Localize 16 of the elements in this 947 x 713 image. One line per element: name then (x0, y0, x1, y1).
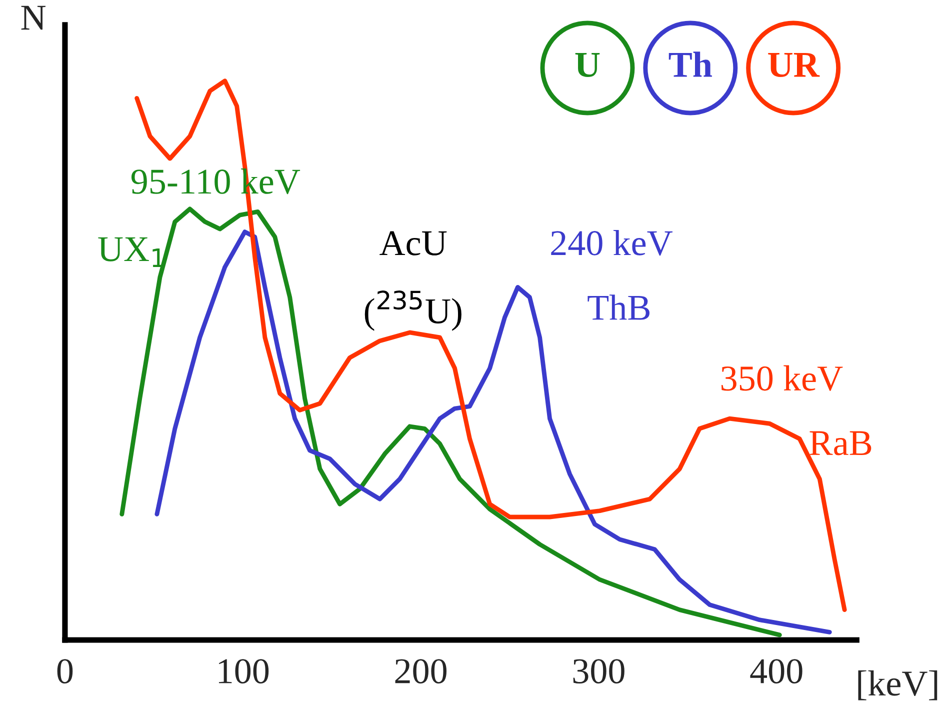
x-tick-label: 300 (573, 659, 624, 684)
annotation: RaB (810, 431, 872, 456)
x-axis-title: [keV] (858, 670, 938, 700)
x-tick-label: 0 (57, 659, 73, 684)
x-tick-label: 100 (218, 659, 269, 684)
text: U (575, 53, 600, 78)
annotation: 240 keV (551, 230, 673, 256)
annotation: 350 keV (721, 365, 843, 391)
x-tick-label: 400 (750, 659, 802, 684)
text: Th (668, 52, 712, 77)
y-axis-title: N (21, 6, 46, 30)
text: UR (768, 53, 820, 78)
x-tick-label: 200 (395, 659, 446, 684)
annotation: ThB (588, 294, 650, 320)
annotation: ($^{235}$U) (364, 290, 462, 331)
annotation: AcU (380, 231, 447, 256)
